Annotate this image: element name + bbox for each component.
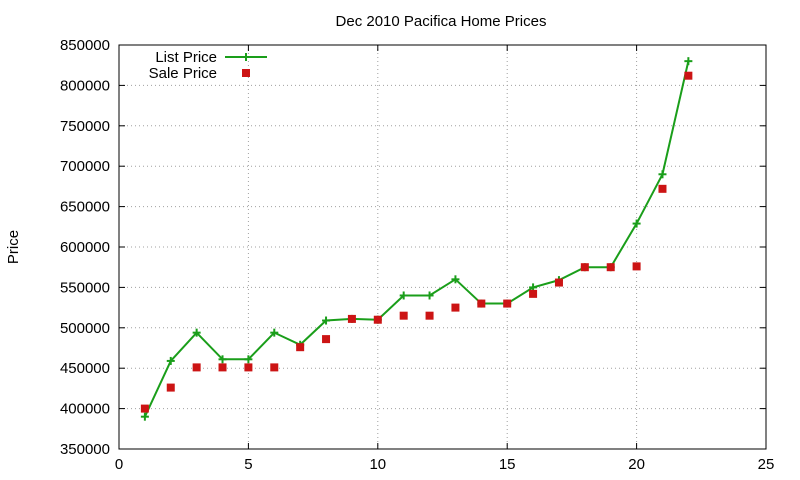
x-tick-label: 5 [244, 456, 252, 473]
x-tick-label: 15 [499, 456, 516, 473]
sale-price-point [347, 314, 356, 323]
x-tick-label: 25 [758, 456, 775, 473]
sale-price-point [244, 363, 253, 372]
sale-price-point [373, 315, 382, 324]
list-price-point [632, 219, 641, 228]
list-price-point [270, 328, 279, 337]
y-tick-label: 700000 [60, 158, 110, 175]
list-price-point [218, 355, 227, 364]
list-price-point [684, 57, 693, 66]
y-axis-label: Price [5, 230, 22, 264]
x-tick-label: 10 [369, 456, 386, 473]
list-price-point [425, 291, 434, 300]
grid-lines [119, 45, 766, 449]
y-tick-label: 450000 [60, 360, 110, 377]
sale-price-point [425, 311, 434, 320]
axis-ticks: 0 5 10 15 20 25 350000 400000 450000 500000 550000… [60, 37, 774, 473]
sale-price-point [270, 363, 279, 372]
sale-price-point [218, 363, 227, 372]
list-price-point [451, 275, 460, 284]
legend-label: Sale Price [149, 65, 217, 82]
list-price-line [143, 60, 690, 418]
sale-price-point [399, 311, 408, 320]
sale-price-point [503, 299, 512, 308]
sale-price-point [684, 71, 693, 80]
list-price-point [658, 170, 667, 179]
sale-price-point [580, 263, 589, 272]
sale-price-point [606, 263, 615, 272]
list-price-point [166, 356, 175, 365]
y-tick-label: 400000 [60, 401, 110, 418]
y-tick-label: 650000 [60, 199, 110, 216]
y-tick-label: 350000 [60, 441, 110, 458]
list-price-point [399, 291, 408, 300]
x-tick-label: 20 [628, 456, 645, 473]
y-tick-label: 500000 [60, 320, 110, 337]
y-tick-label: 600000 [60, 239, 110, 256]
series-layer [140, 57, 693, 421]
list-price-point [192, 328, 201, 337]
sale-price-point [477, 299, 486, 308]
sale-price-point [451, 303, 460, 312]
sale-price-point [192, 363, 201, 372]
list-price-point [140, 412, 149, 421]
list-price-point [244, 355, 253, 364]
sale-price-point [658, 184, 667, 193]
legend-label: List Price [155, 49, 217, 66]
list-price-point [322, 316, 331, 325]
sale-price-point [529, 289, 538, 298]
plot-frame [118, 44, 767, 450]
y-tick-label: 750000 [60, 118, 110, 135]
y-tick-label: 550000 [60, 279, 110, 296]
chart-title: Dec 2010 Pacifica Home Prices [336, 13, 547, 30]
sale-price-point [554, 278, 563, 287]
x-tick-label: 0 [115, 456, 123, 473]
legend-marker [242, 53, 250, 61]
sale-price-point [166, 383, 175, 392]
legend-marker [242, 69, 250, 77]
y-tick-label: 800000 [60, 77, 110, 94]
sale-price-point [140, 404, 149, 413]
sale-price-point [296, 343, 305, 352]
sale-price-point [322, 335, 331, 344]
sale-price-point [632, 262, 641, 271]
y-tick-label: 850000 [60, 37, 110, 54]
